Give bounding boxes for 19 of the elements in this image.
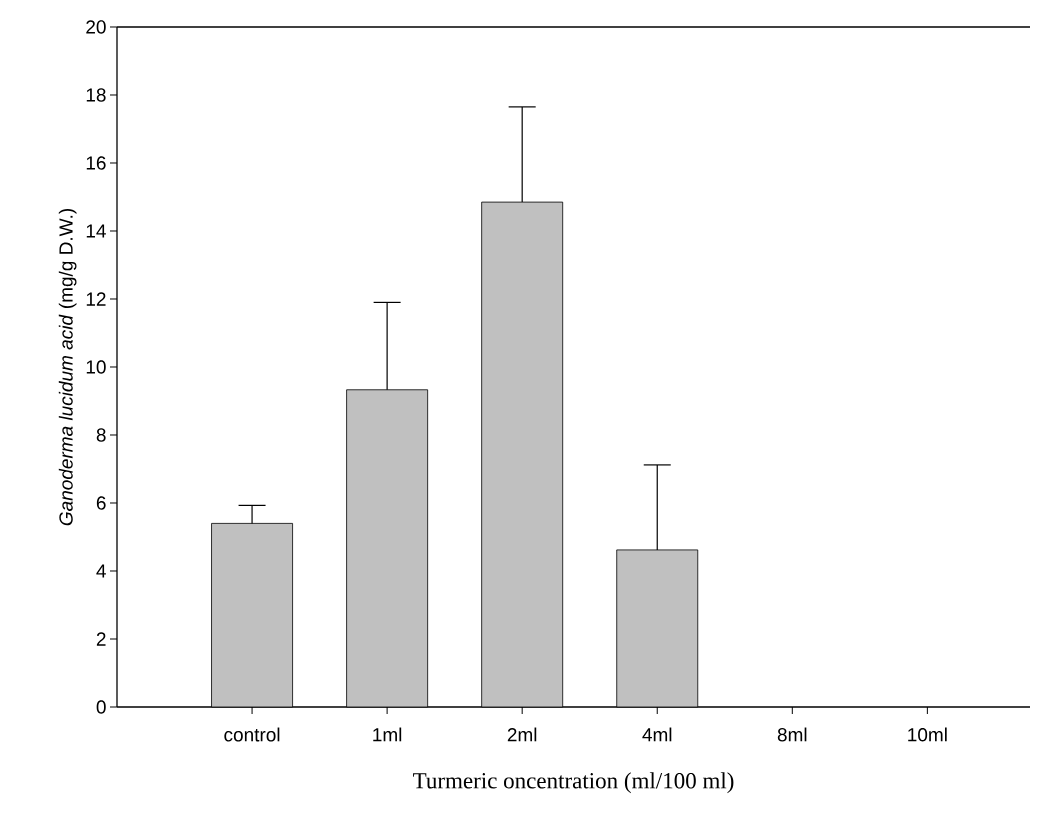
- y-tick-label: 16: [86, 156, 106, 170]
- x-tick-label: control: [224, 727, 280, 742]
- x-tick-label: 2ml: [507, 727, 537, 742]
- x-tick-label: 10ml: [908, 727, 947, 742]
- y-axis-title: Ganoderma lucidum acid (mg/g D.W.): [58, 208, 77, 526]
- y-tick-label: 10: [86, 360, 106, 374]
- y-tick-label: 6: [96, 496, 106, 510]
- x-tick-label: 8ml: [777, 727, 807, 742]
- y-tick-label: 4: [96, 564, 106, 578]
- y-tick-label: 20: [86, 20, 106, 34]
- x-tick-label: 1ml: [373, 727, 402, 742]
- y-tick-label: 18: [86, 88, 106, 102]
- y-tick-label: 12: [86, 292, 106, 306]
- y-tick-label: 2: [96, 632, 106, 646]
- y-tick-label: 8: [96, 428, 106, 442]
- x-tick-label: 4ml: [642, 727, 672, 742]
- y-tick-label: 14: [86, 224, 106, 238]
- y-tick-label: 0: [96, 700, 106, 714]
- x-axis-title: Turmeric oncentration (ml/100 ml): [413, 772, 734, 794]
